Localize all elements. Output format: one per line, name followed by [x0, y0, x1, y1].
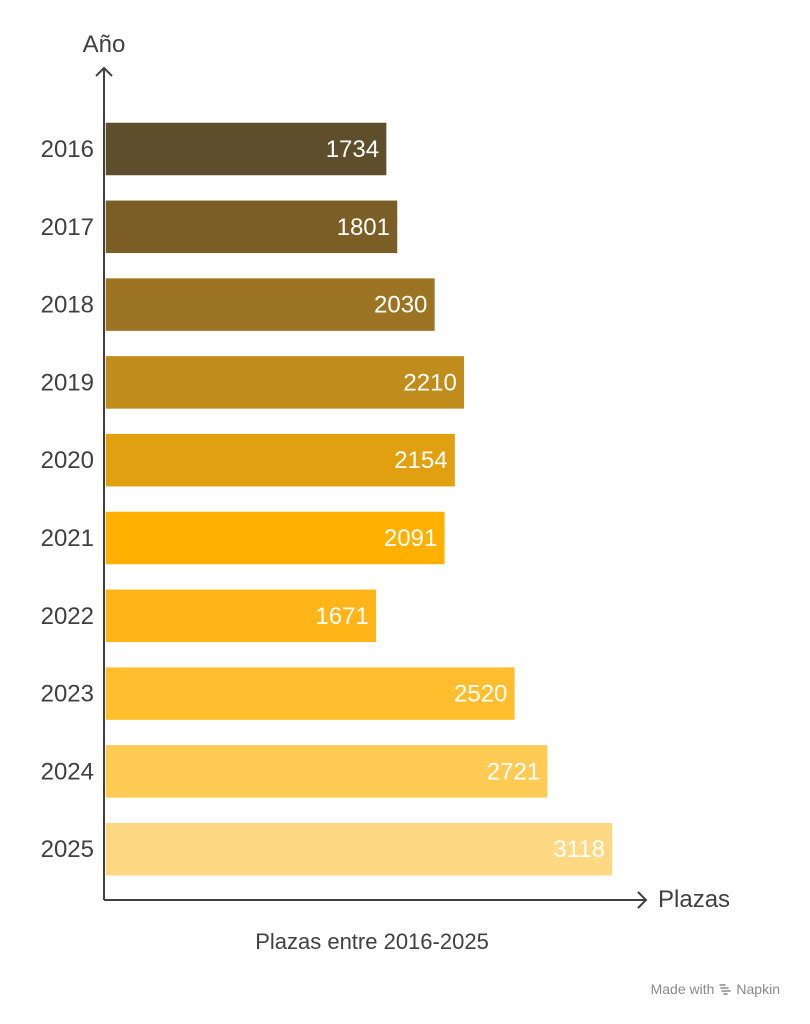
y-tick-label-2020: 2020: [41, 447, 94, 474]
bar-2025: [104, 821, 614, 877]
chart-title: Plazas entre 2016-2025: [255, 929, 489, 954]
y-tick-label-2021: 2021: [41, 525, 94, 552]
credit-made-with: Made with: [650, 981, 715, 997]
bar-value-label-2017: 1801: [337, 214, 390, 241]
y-tick-label-2024: 2024: [41, 758, 94, 785]
bar-value-label-2021: 2091: [384, 525, 437, 552]
bar-value-label-2019: 2210: [403, 369, 456, 396]
y-axis-title: Año: [83, 31, 126, 58]
y-tick-labels: 2016 2017 2018 2019 2020 2021 2022 2023 2024 2025: [41, 136, 94, 863]
bar-value-labels: 1734 1801 2030 2210 2154 2091 1671 2520 2721 3118: [315, 136, 605, 863]
y-tick-label-2016: 2016: [41, 136, 94, 163]
y-tick-label-2022: 2022: [41, 603, 94, 630]
bar-value-label-2016: 1734: [326, 136, 379, 163]
y-axis-arrow: [95, 66, 113, 77]
bar-2016: [104, 121, 388, 177]
bar-2024: [104, 743, 549, 800]
bar-2018: [104, 276, 437, 333]
bar-value-label-2018: 2030: [374, 292, 427, 319]
bar-value-label-2025: 3118: [553, 836, 605, 863]
made-with-napkin-credit: Made with Napkin: [651, 981, 780, 997]
x-axis-arrow: [637, 891, 648, 909]
y-tick-label-2023: 2023: [41, 681, 94, 708]
bar-2022: [104, 588, 378, 644]
y-tick-label-2025: 2025: [41, 836, 94, 863]
bar-value-label-2024: 2721: [487, 758, 540, 785]
y-tick-label-2017: 2017: [41, 214, 94, 241]
bar-value-label-2022: 1671: [315, 603, 368, 630]
bars-group: [104, 121, 614, 877]
x-axis-title: Plazas: [658, 886, 730, 913]
bar-2019: [104, 354, 466, 411]
napkin-logo-icon: [719, 984, 732, 995]
y-tick-label-2019: 2019: [41, 369, 94, 396]
bar-value-label-2020: 2154: [394, 447, 447, 474]
y-tick-label-2018: 2018: [41, 292, 94, 319]
credit-brand: Napkin: [736, 981, 780, 997]
bar-2017: [104, 199, 399, 255]
bar-value-label-2023: 2520: [454, 681, 507, 708]
bar-2020: [104, 432, 457, 488]
